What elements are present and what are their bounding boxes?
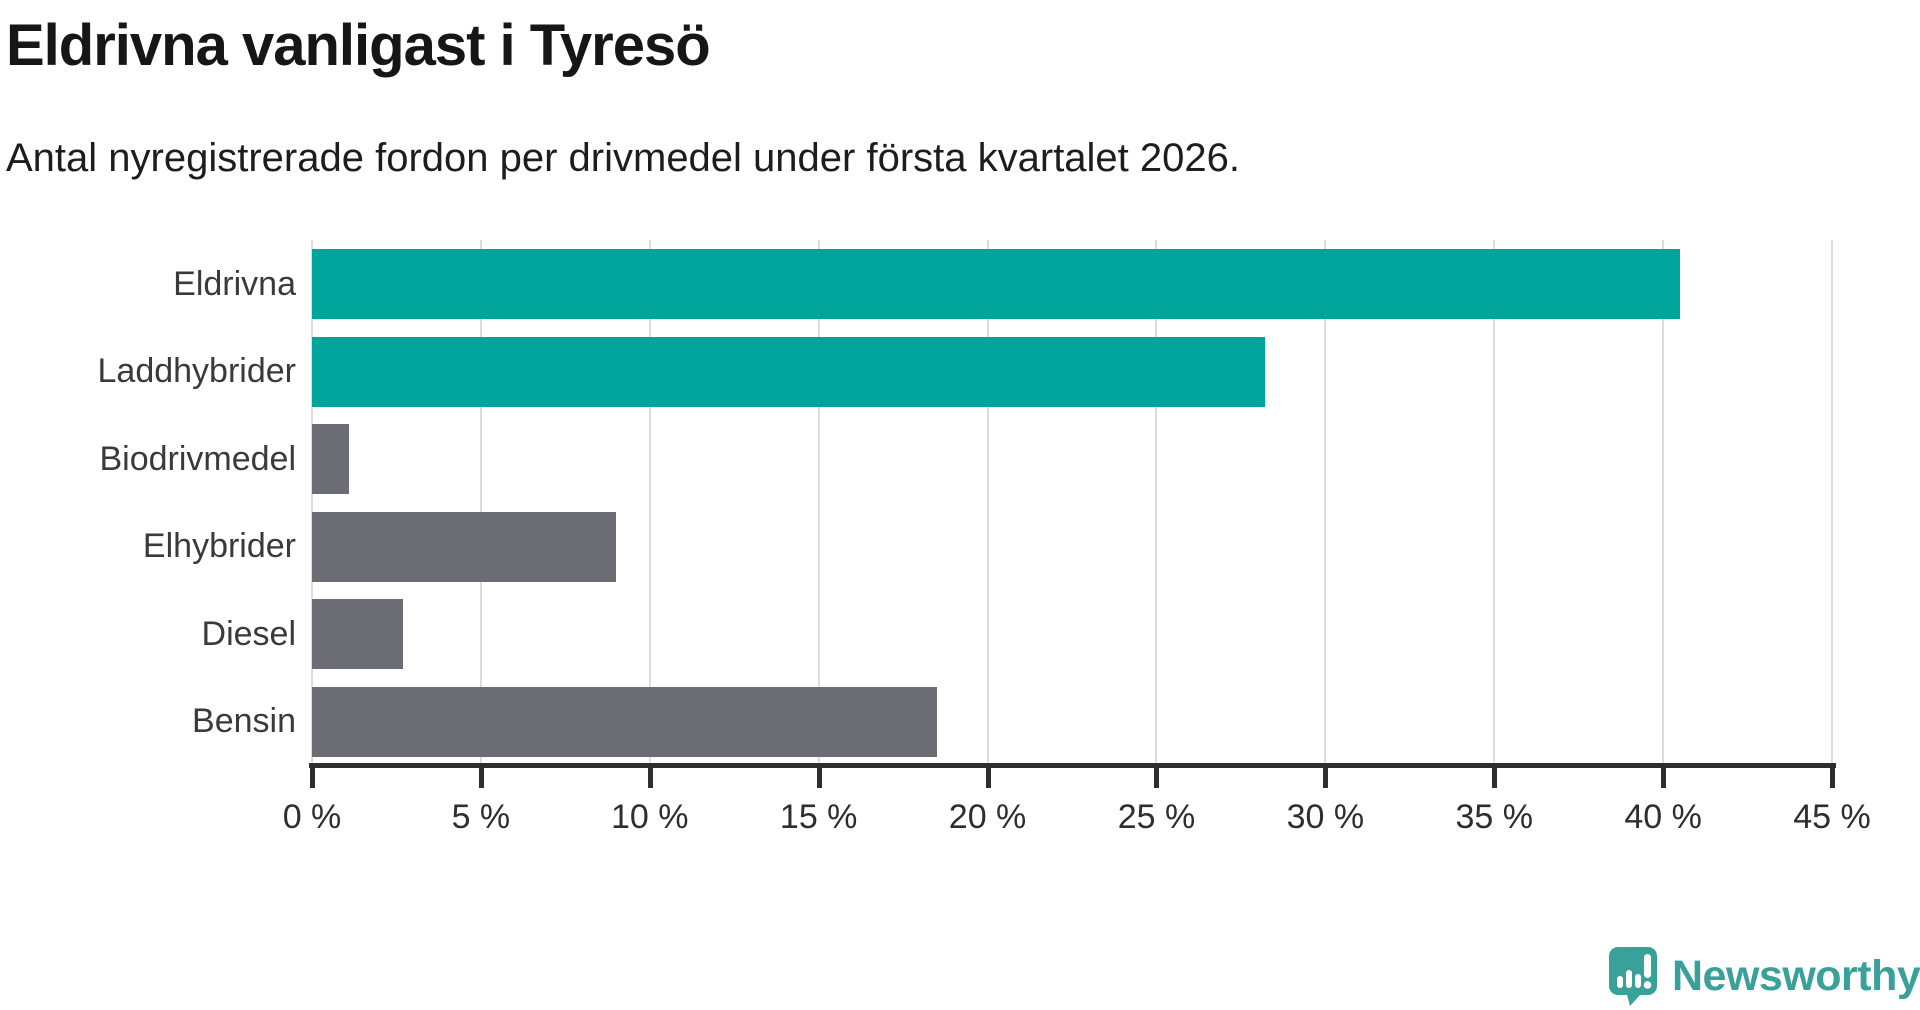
gridline bbox=[648, 240, 651, 764]
newsworthy-logo-icon bbox=[1609, 947, 1657, 1006]
gridline bbox=[1662, 240, 1665, 764]
x-axis-tick-label: 40 % bbox=[1624, 798, 1702, 836]
bar bbox=[312, 336, 1265, 407]
x-axis-tick bbox=[1661, 763, 1667, 788]
x-axis-tick-label: 20 % bbox=[948, 798, 1027, 836]
x-axis-tick bbox=[1323, 763, 1329, 788]
gridline bbox=[1493, 240, 1496, 764]
x-axis-tick-label: 30 % bbox=[1286, 798, 1365, 836]
bar bbox=[312, 249, 1680, 319]
x-axis-tick bbox=[816, 763, 822, 788]
gridline bbox=[1155, 240, 1158, 764]
newsworthy-logo-text: Newsworthy bbox=[1672, 951, 1920, 1000]
x-axis-tick-label: 45 % bbox=[1793, 798, 1871, 836]
category-label: Diesel bbox=[201, 614, 296, 653]
bar bbox=[312, 686, 937, 757]
bar bbox=[312, 599, 404, 669]
x-axis-tick bbox=[647, 763, 653, 788]
x-axis-tick-label: 0 % bbox=[282, 798, 342, 836]
gridline bbox=[311, 240, 313, 764]
bar-row bbox=[312, 328, 1832, 416]
x-axis-tick bbox=[310, 763, 315, 788]
gridline bbox=[1831, 240, 1833, 764]
x-axis-tick bbox=[478, 763, 484, 788]
category-label: Bensin bbox=[192, 702, 296, 740]
bar bbox=[312, 424, 350, 494]
bar-row bbox=[312, 590, 1832, 678]
bar-row bbox=[312, 415, 1832, 503]
gridline bbox=[986, 240, 989, 764]
x-axis-tick bbox=[1830, 763, 1835, 788]
x-axis-tick bbox=[985, 763, 991, 788]
x-axis-line bbox=[309, 763, 1836, 768]
x-axis-tick bbox=[1492, 763, 1498, 788]
category-label: Biodrivmedel bbox=[99, 439, 296, 478]
x-axis-tick-label: 5 % bbox=[451, 798, 511, 836]
x-axis-tick-label: 35 % bbox=[1455, 798, 1533, 836]
x-axis-tick-label: 25 % bbox=[1117, 798, 1196, 836]
chart-title: Eldrivna vanligast i Tyresö bbox=[6, 13, 711, 78]
category-label: Eldrivna bbox=[173, 264, 296, 303]
category-label: Elhybrider bbox=[142, 527, 296, 565]
category-label: Laddhybrider bbox=[97, 352, 296, 390]
bar-row bbox=[312, 503, 1832, 591]
x-axis-tick-label: 15 % bbox=[779, 798, 858, 836]
gridline bbox=[479, 240, 482, 764]
gridline bbox=[1324, 240, 1327, 764]
x-axis-tick-label: 10 % bbox=[611, 798, 689, 836]
gridline bbox=[817, 240, 820, 764]
newsworthy-logo: Newsworthy bbox=[1608, 946, 1920, 1006]
x-axis-tick bbox=[1154, 763, 1160, 788]
bar-row bbox=[312, 678, 1832, 766]
bar bbox=[312, 511, 616, 582]
bar-row bbox=[312, 240, 1832, 328]
chart-subtitle: Antal nyregistrerade fordon per drivmede… bbox=[6, 136, 1241, 180]
